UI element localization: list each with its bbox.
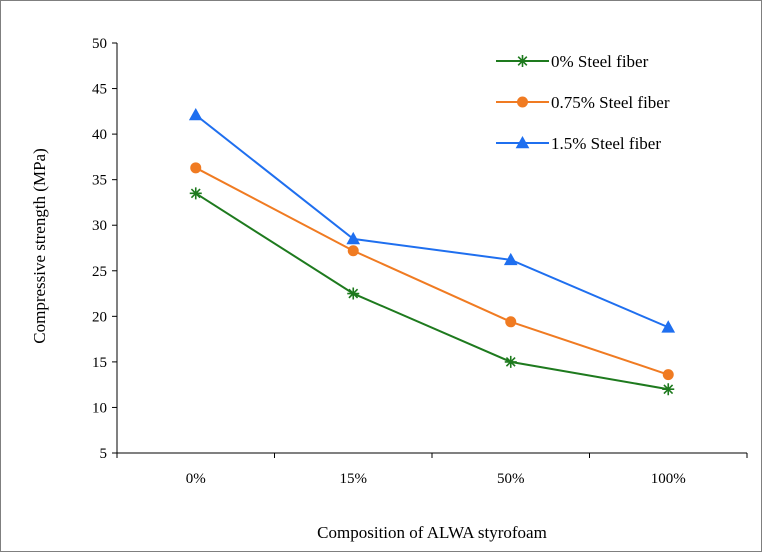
data-point-series-1 — [189, 187, 202, 200]
legend-label-2: 0.75% Steel fiber — [551, 93, 670, 112]
series-line-3 — [195, 114, 669, 329]
x-tick-label: 100% — [651, 471, 686, 487]
legend-marker-1 — [516, 55, 529, 67]
y-tick-label: 45 — [92, 82, 107, 98]
y-tick-label: 5 — [100, 446, 108, 462]
data-point-series-2 — [662, 369, 674, 381]
legend-label-3: 1.5% Steel fiber — [551, 134, 661, 153]
y-tick-label: 30 — [92, 218, 107, 234]
x-axis-ticks: 0% 15% 50% 100% — [116, 453, 748, 487]
data-point-series-1 — [662, 383, 675, 396]
y-tick-label: 15 — [92, 355, 107, 371]
data-point-series-3 — [661, 320, 676, 333]
legend-marker-2 — [517, 96, 528, 108]
data-point-series-1 — [347, 287, 360, 300]
legend: 0% Steel fiber 0.75% Steel fiber 1.5% Stee… — [496, 52, 670, 153]
y-tick-label: 25 — [92, 264, 107, 280]
y-axis-ticks: 5 10 15 20 25 30 35 40 45 50 — [92, 36, 117, 462]
legend-label-1: 0% Steel fiber — [551, 52, 649, 71]
data-point-series-2 — [347, 245, 359, 257]
series-markers — [188, 107, 676, 396]
series-lines — [195, 114, 669, 391]
data-point-series-2 — [190, 162, 202, 174]
series-line-2 — [195, 166, 669, 376]
y-tick-label: 50 — [92, 36, 107, 52]
series-line-1 — [195, 192, 669, 391]
y-tick-label: 40 — [92, 127, 107, 143]
x-tick-label: 15% — [340, 471, 368, 487]
x-axis-title: Composition of ALWA styrofoam — [317, 523, 547, 542]
y-axis-title: Compressive strength (MPa) — [30, 148, 49, 343]
data-point-series-2 — [505, 316, 517, 328]
data-point-series-1 — [504, 355, 517, 368]
y-tick-label: 20 — [92, 309, 107, 325]
x-tick-label: 50% — [497, 471, 525, 487]
data-point-series-3 — [503, 252, 518, 266]
legend-marker-3 — [515, 135, 530, 149]
data-point-series-3 — [188, 107, 203, 121]
data-point-series-3 — [346, 231, 361, 245]
y-tick-label: 10 — [92, 400, 107, 416]
y-tick-label: 35 — [92, 173, 107, 189]
x-tick-label: 0% — [186, 471, 206, 487]
